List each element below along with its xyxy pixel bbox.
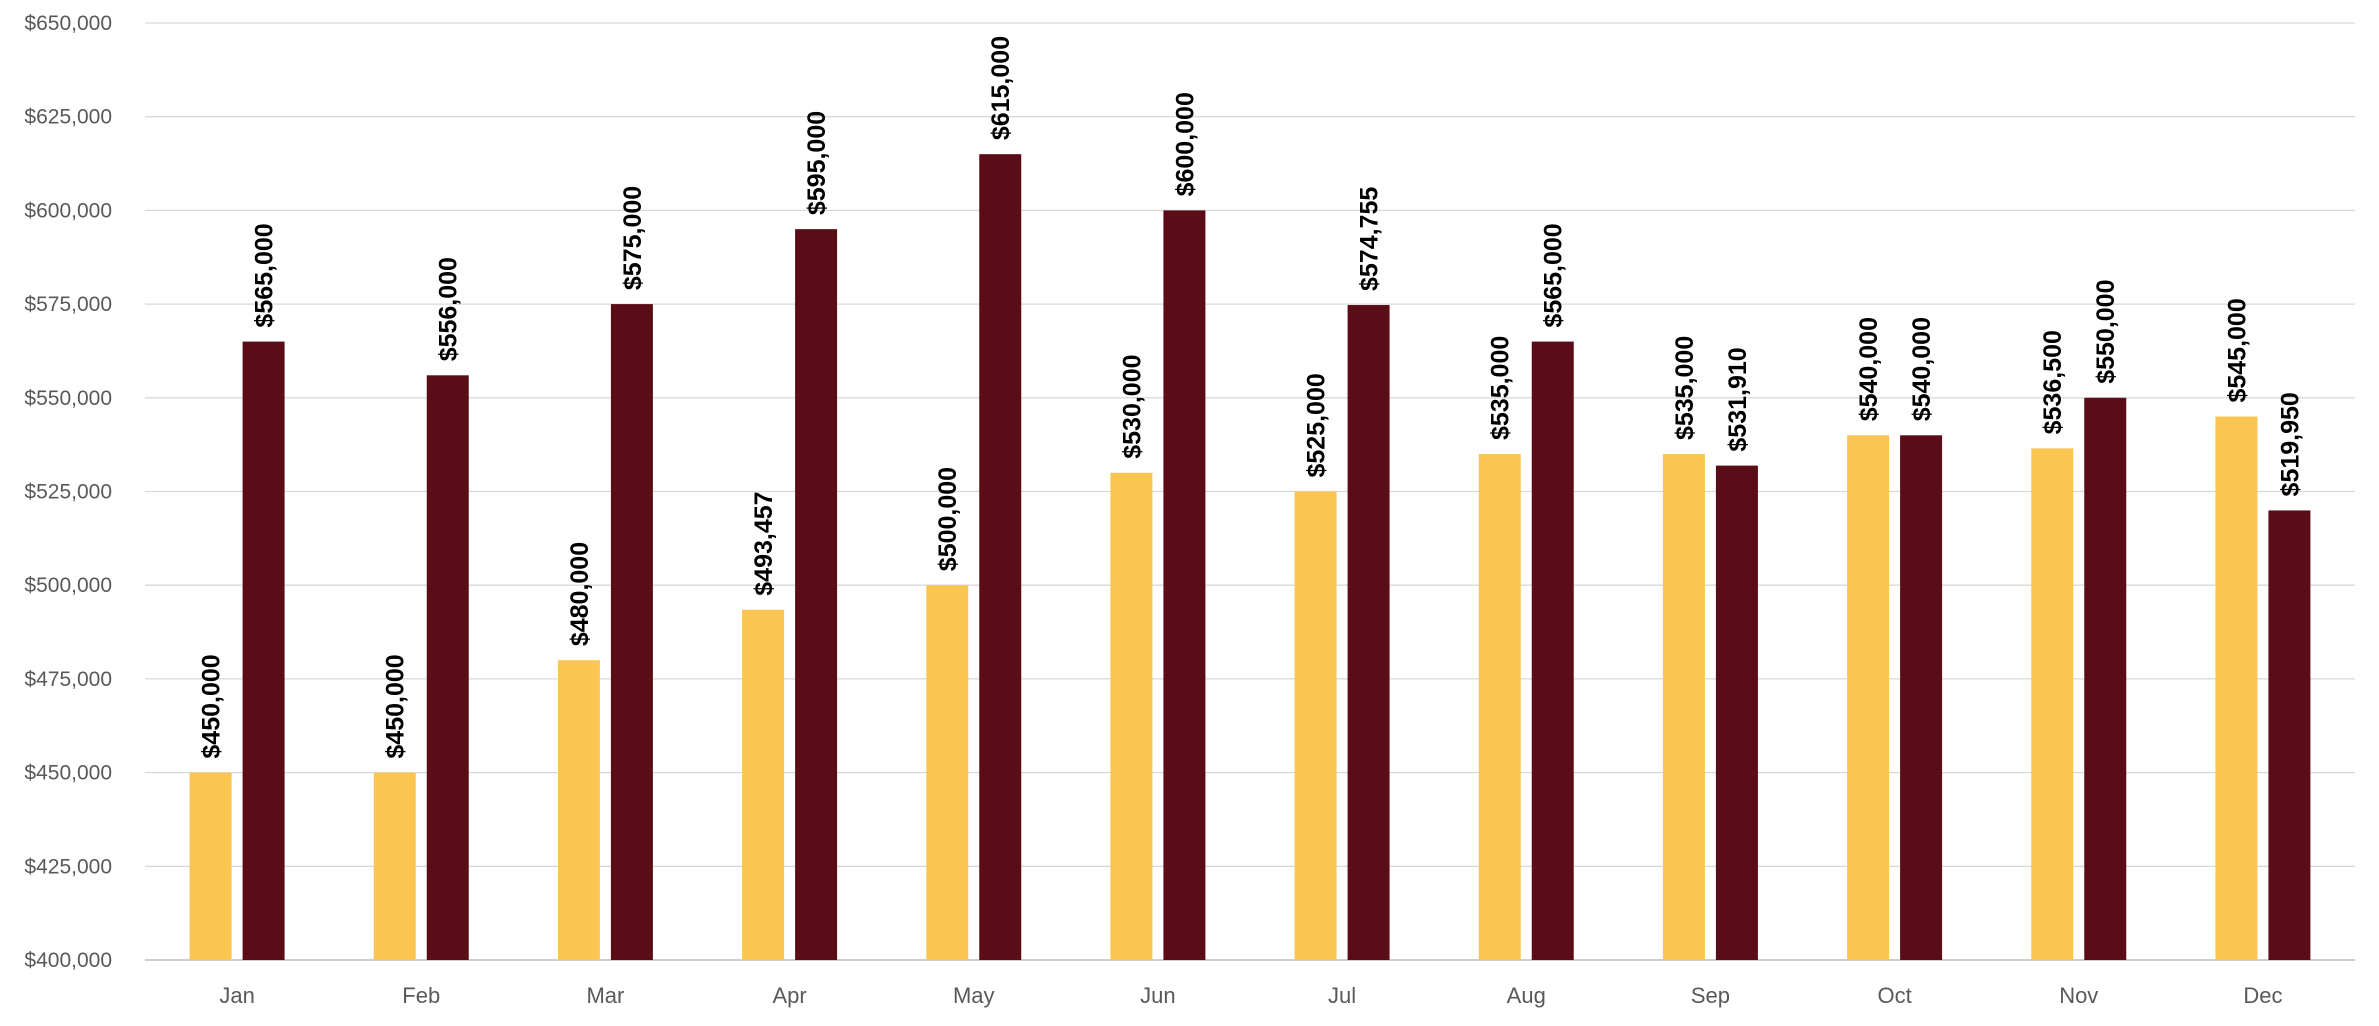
x-tick-label-feb: Feb [402,983,440,1008]
series2-bar-may [979,154,1022,960]
y-axis-ticks: $400,000 $425,000 $450,000 $475,000 $500,000… [24,12,112,972]
series1-data-label-nov: $536,500 [2039,330,2067,434]
series2-data-label-sep: $531,910 [1724,347,1752,451]
series2-data-label-apr: $595,000 [803,111,831,215]
series1-bar-sep [1662,454,1705,960]
series1-data-label-may: $500,000 [934,467,962,571]
y-tick-label: $550,000 [24,387,112,410]
series2-bar-oct [1900,435,1943,960]
gridlines [145,22,2355,961]
series2-data-label-nov: $550,000 [2092,280,2120,384]
series1-bar-oct [1847,435,1890,960]
series2-bar-sep [1715,465,1758,960]
series2-bar-jul [1347,305,1390,960]
series1-data-label-jun: $530,000 [1118,354,1146,458]
series1-bar-jan [189,772,232,960]
y-tick-label: $650,000 [24,12,112,35]
series1-bar-aug [1478,454,1521,960]
series1-bar-jun [1110,472,1153,960]
series2-data-label-jan: $565,000 [251,223,279,327]
bars [189,154,2311,961]
series1-bar-feb [373,772,416,960]
series1-data-label-jan: $450,000 [198,654,226,758]
series2-data-label-feb: $556,000 [435,257,463,361]
y-tick-label: $525,000 [24,481,112,504]
x-tick-label-jun: Jun [1140,983,1175,1008]
y-tick-label: $575,000 [24,293,112,316]
y-tick-label: $600,000 [24,199,112,222]
series2-bar-nov [2084,397,2127,960]
series1-data-label-oct: $540,000 [1855,317,1883,421]
series2-bar-mar [610,304,653,961]
x-tick-label-sep: Sep [1691,983,1730,1008]
series2-data-label-may: $615,000 [987,36,1015,140]
y-tick-label: $625,000 [24,106,112,129]
series1-bar-apr [742,609,785,960]
series1-data-label-sep: $535,000 [1671,336,1699,440]
series1-bar-may [926,585,969,960]
series1-bar-nov [2031,448,2074,960]
x-tick-label-may: May [953,983,995,1008]
series2-data-label-oct: $540,000 [1908,317,1936,421]
series2-bar-jun [1163,210,1206,960]
series1-data-label-aug: $535,000 [1487,336,1515,440]
y-tick-label: $400,000 [24,949,112,972]
series2-data-label-mar: $575,000 [619,186,647,290]
x-axis-ticks: Jan Feb Mar Apr May Jun Jul Aug Sep Oct Nov Dec [219,983,2282,1008]
x-tick-label-nov: Nov [2059,983,2098,1008]
y-tick-label: $450,000 [24,762,112,785]
series1-data-label-jul: $525,000 [1303,373,1331,477]
x-tick-label-jan: Jan [219,983,254,1008]
series2-bar-aug [1531,341,1574,961]
series2-data-label-jun: $600,000 [1171,92,1199,196]
series2-bar-jan [242,341,285,961]
series1-bar-mar [557,660,600,960]
series2-data-label-aug: $565,000 [1540,223,1568,327]
series2-data-label-dec: $519,950 [2276,392,2304,496]
x-tick-label-aug: Aug [1507,983,1546,1008]
x-tick-label-mar: Mar [586,983,624,1008]
data-labels: $450,000 $565,000 $450,000 $556,000 $480,000… [198,36,2305,759]
series2-bar-feb [426,375,469,960]
y-tick-label: $425,000 [24,855,112,878]
series1-data-label-feb: $450,000 [382,654,410,758]
series1-bar-dec [2215,416,2258,960]
series1-data-label-apr: $493,457 [750,491,778,595]
y-tick-label: $500,000 [24,574,112,597]
x-tick-label-apr: Apr [772,983,806,1008]
series1-data-label-mar: $480,000 [566,542,594,646]
x-tick-label-oct: Oct [1877,983,1911,1008]
series2-bar-apr [795,229,838,960]
series1-bar-jul [1294,491,1337,960]
y-tick-label: $475,000 [24,668,112,691]
series2-bar-dec [2268,510,2311,960]
series1-data-label-dec: $545,000 [2223,298,2251,402]
x-tick-label-jul: Jul [1328,983,1356,1008]
x-tick-label-dec: Dec [2243,983,2282,1008]
series2-data-label-jul: $574,755 [1356,187,1384,291]
